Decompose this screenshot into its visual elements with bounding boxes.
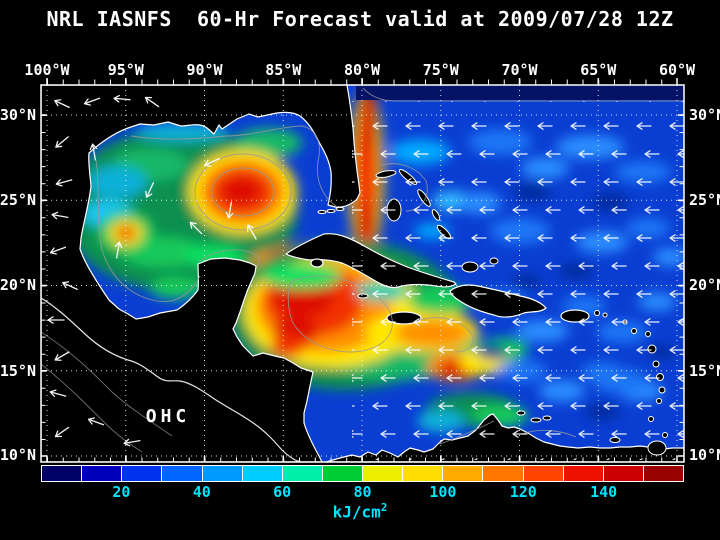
colorbar-segment (282, 466, 323, 481)
lat-label: 30°N (0, 106, 36, 124)
lon-label: 80°W (344, 61, 381, 79)
lon-label: 65°W (580, 61, 617, 79)
colorbar-tick-label: 40 (192, 483, 211, 501)
colorbar-segment (643, 466, 683, 481)
colorbar-tick-label: 140 (590, 483, 618, 501)
colorbar (41, 465, 684, 482)
colorbar-tick-label: 100 (429, 483, 457, 501)
lat-label: 10°N (689, 446, 720, 464)
colorbar-segment (322, 466, 363, 481)
colorbar-unit-text: kJ/cm (332, 502, 381, 522)
longitude-labels: 100°W 95°W 90°W 85°W 80°W 75°W 70°W 65°W… (24, 61, 696, 79)
lon-label: 70°W (501, 61, 538, 79)
colorbar-segment (443, 466, 484, 481)
colorbar-segment (523, 466, 564, 481)
colorbar-segment (202, 466, 243, 481)
colorbar-segment (122, 466, 163, 481)
colorbar-unit: kJ/cm2 (0, 501, 720, 521)
lat-label: 10°N (0, 446, 36, 464)
north-central-america-landmass (41, 85, 361, 462)
colorbar-segment (42, 466, 83, 481)
current-vector-arrows (47, 94, 684, 460)
colorbar-segment (603, 466, 644, 481)
lat-label: 30°N (689, 106, 720, 124)
lat-label: 25°N (0, 191, 36, 209)
colorbar-tick-label: 80 (353, 483, 372, 501)
lon-label: 75°W (423, 61, 460, 79)
lon-label: 100°W (24, 61, 70, 79)
isle-of-youth-island (310, 258, 324, 268)
ohc-map-label: OHC (146, 406, 191, 427)
colorbar-segment (82, 466, 123, 481)
colorbar-segment (242, 466, 283, 481)
lon-label: 60°W (659, 61, 696, 79)
lat-label: 15°N (689, 362, 720, 380)
colorbar-tick-label: 20 (112, 483, 131, 501)
lon-label: 90°W (186, 61, 223, 79)
lon-label: 95°W (108, 61, 145, 79)
latitude-labels-left: 30°N 25°N 20°N 15°N 10°N (0, 106, 36, 464)
colorbar-segment (483, 466, 524, 481)
domain-boundary-band (356, 85, 684, 100)
colorbar-tick-label: 120 (509, 483, 537, 501)
colorbar-segment (363, 466, 404, 481)
page-title: NRL IASNFS 60-Hr Forecast valid at 2009/… (46, 7, 674, 31)
colorbar-segment (563, 466, 604, 481)
lon-label: 85°W (265, 61, 302, 79)
latitude-labels-right: 30°N 25°N 20°N 15°N 10°N (689, 106, 720, 464)
colorbar-segment (162, 466, 203, 481)
lat-label: 15°N (0, 362, 36, 380)
colorbar-tick-labels: 20 40 60 80 100 120 140 (41, 483, 684, 501)
lat-label: 20°N (0, 276, 36, 294)
colorbar-unit-exponent: 2 (380, 501, 388, 514)
pacific-coastline (41, 297, 301, 462)
lat-label: 20°N (689, 276, 720, 294)
colorbar-tick-label: 60 (273, 483, 292, 501)
colorbar-segment (403, 466, 444, 481)
lat-label: 25°N (689, 191, 720, 209)
